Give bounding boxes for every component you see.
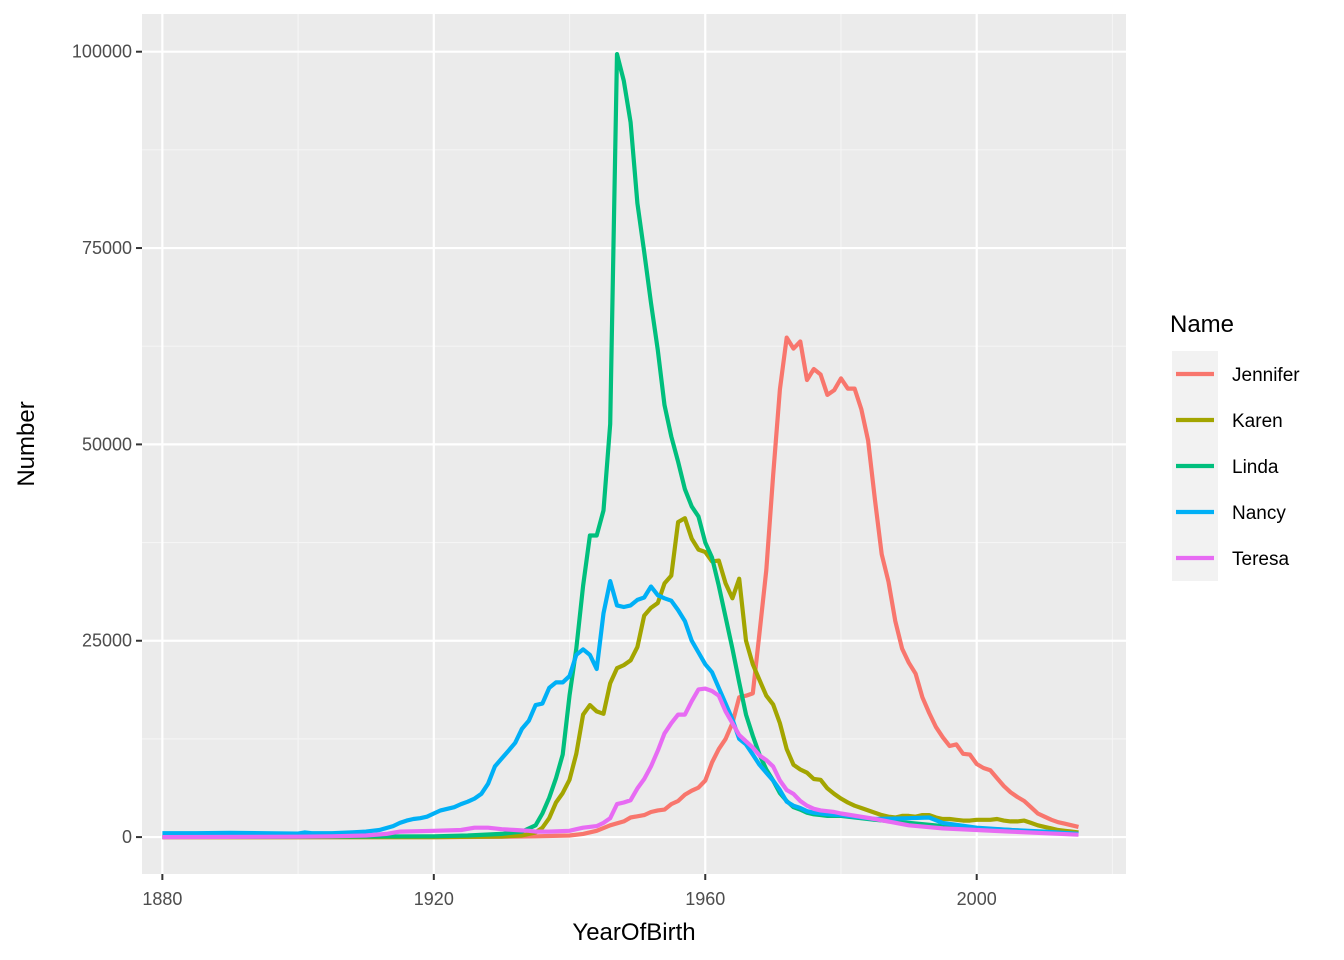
y-tick-label: 75000 xyxy=(82,238,132,258)
y-axis: 0 25000 50000 75000 100000 xyxy=(72,42,142,847)
series-line-nancy xyxy=(162,579,1079,836)
legend-label-karen: Karen xyxy=(1232,411,1283,432)
y-tick-label: 50000 xyxy=(82,434,132,454)
x-tick-label: 1880 xyxy=(142,889,182,909)
grid-major xyxy=(142,14,1126,874)
x-axis: 1880 1920 1960 2000 xyxy=(142,874,997,909)
legend-items: Jennifer Karen Linda Nancy Teresa xyxy=(1176,365,1300,570)
y-tick-label: 25000 xyxy=(82,631,132,651)
legend-label-teresa: Teresa xyxy=(1232,549,1289,570)
y-axis-title: Number xyxy=(13,401,40,486)
series-lines xyxy=(162,52,1079,840)
series-line-teresa xyxy=(162,686,1079,840)
legend-label-jennifer: Jennifer xyxy=(1232,365,1300,386)
series-line-karen xyxy=(162,516,1079,840)
series-line-jennifer xyxy=(162,335,1079,840)
y-tick-label: 0 xyxy=(122,827,132,847)
legend: Name Jennifer Karen Linda Nancy Teresa xyxy=(1170,311,1300,581)
x-axis-title: YearOfBirth xyxy=(572,919,695,946)
legend-label-linda: Linda xyxy=(1232,457,1279,478)
legend-title: Name xyxy=(1170,311,1234,338)
x-tick-label: 1920 xyxy=(414,889,454,909)
x-tick-label: 1960 xyxy=(685,889,725,909)
legend-label-nancy: Nancy xyxy=(1232,503,1286,524)
x-tick-label: 2000 xyxy=(957,889,997,909)
y-tick-label: 100000 xyxy=(72,42,132,62)
